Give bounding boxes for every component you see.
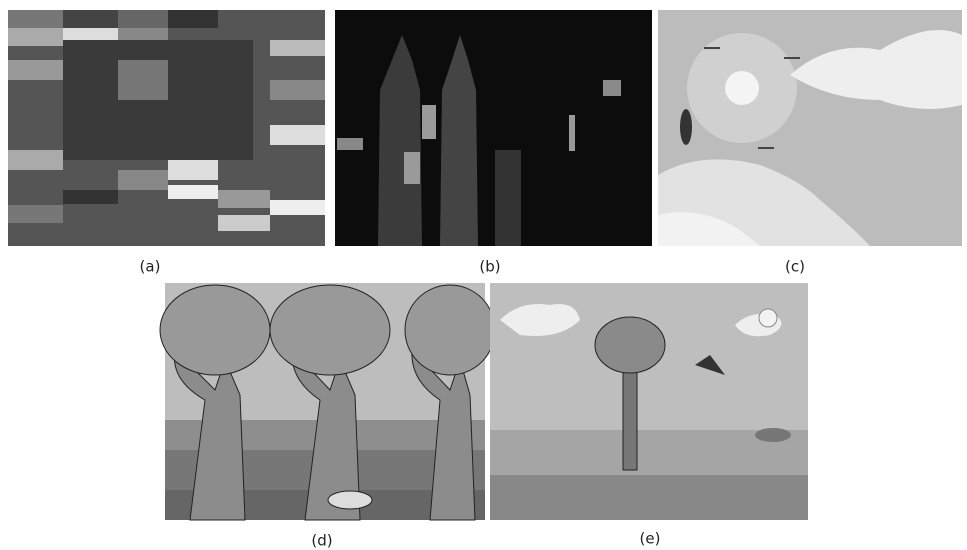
panel-a xyxy=(8,10,325,246)
panel-e xyxy=(490,283,808,520)
panel-b xyxy=(335,10,652,246)
caption: (c) xyxy=(785,258,805,276)
caption: (e) xyxy=(640,530,661,548)
panel-c xyxy=(658,10,962,246)
panel-d xyxy=(159,283,496,521)
caption: (a) xyxy=(140,258,161,276)
caption: (d) xyxy=(311,532,332,550)
caption: (b) xyxy=(479,258,500,276)
